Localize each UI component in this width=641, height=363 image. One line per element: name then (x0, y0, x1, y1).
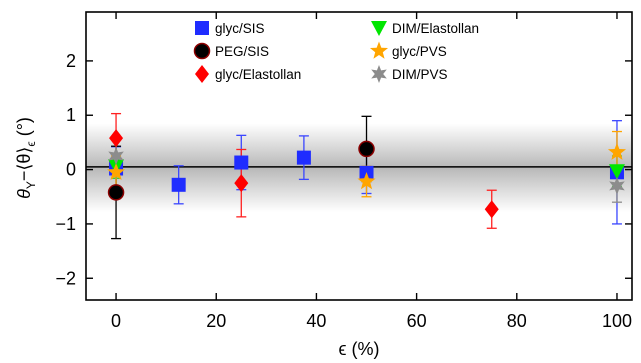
legend-label: glyc/PVS (392, 44, 447, 59)
legend-marker (369, 41, 389, 59)
legend: glyc/SIS PEG/SIS glyc/Elastollan DIM/Elasto… (193, 21, 479, 83)
legend-marker (193, 42, 211, 60)
y-tick-label: 2 (66, 51, 76, 71)
legend-label: glyc/SIS (215, 21, 265, 36)
data-markers (107, 129, 627, 219)
std-band-rect (86, 123, 632, 212)
data-point (107, 162, 126, 180)
legend-marker (371, 21, 387, 36)
legend-marker (371, 65, 387, 83)
y-label-sub: Y (24, 181, 38, 189)
legend-marker (195, 21, 209, 35)
y-tick-label: 0 (66, 160, 76, 180)
plot-frame (85, 11, 633, 301)
y-tick-label: −1 (55, 214, 76, 234)
data-point (234, 155, 249, 170)
std-band (86, 123, 632, 212)
legend-label: PEG/SIS (215, 44, 269, 59)
y-label-close: ⟩ (14, 147, 34, 154)
data-point (109, 129, 124, 148)
legend-label: glyc/Elastollan (215, 67, 301, 82)
y-label-theta: θ (14, 189, 34, 199)
data-point (171, 177, 186, 192)
data-point (107, 184, 125, 201)
data-point (607, 142, 627, 160)
data-point (609, 176, 625, 195)
x-tick-label: 100 (602, 311, 632, 331)
data-point (357, 172, 376, 190)
data-point (108, 147, 124, 165)
y-label-sub2: ϵ (24, 141, 38, 146)
legend-label: DIM/PVS (392, 67, 448, 82)
data-point (484, 200, 499, 219)
axis-ticks: 0 20 40 60 80 100 −2 −1 0 1 2 (55, 12, 632, 331)
data-point (296, 150, 311, 165)
x-axis-label: ϵ (%) (339, 339, 380, 359)
data-point (234, 174, 249, 193)
y-tick-label: −2 (55, 268, 76, 288)
data-point (358, 140, 375, 158)
y-tick-label: 1 (66, 105, 76, 125)
y-axis-label: θY−⟨θ⟩ϵ (°) (14, 117, 38, 199)
legend-marker (195, 65, 209, 83)
data-point (608, 164, 625, 180)
legend-label: DIM/Elastollan (392, 21, 479, 36)
x-tick-label: 80 (507, 311, 527, 331)
x-tick-label: 40 (306, 311, 326, 331)
x-tick-label: 60 (407, 311, 427, 331)
x-tick-label: 0 (111, 311, 121, 331)
y-label-minus: −⟨θ (14, 154, 34, 182)
x-tick-label: 20 (206, 311, 226, 331)
y-label-unit: (°) (14, 117, 34, 141)
